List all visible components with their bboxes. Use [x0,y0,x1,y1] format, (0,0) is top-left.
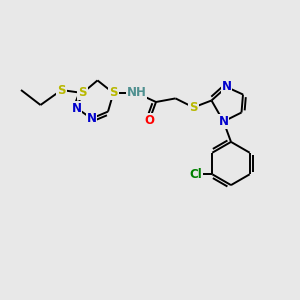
Text: NH: NH [127,86,146,100]
Text: N: N [86,112,97,125]
Text: S: S [189,101,198,114]
Text: N: N [218,115,229,128]
Text: O: O [144,113,154,127]
Text: S: S [109,86,118,100]
Text: S: S [57,83,66,97]
Text: N: N [71,101,82,115]
Text: Cl: Cl [189,168,202,181]
Text: S: S [78,86,87,100]
Text: N: N [221,80,232,94]
